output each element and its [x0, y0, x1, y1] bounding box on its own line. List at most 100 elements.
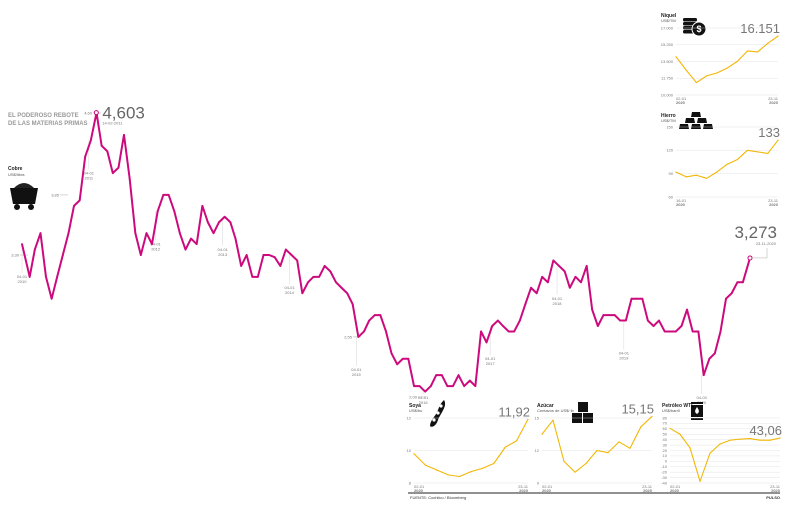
copper-data-point — [50, 297, 53, 300]
copper-data-point — [457, 374, 460, 377]
copper-data-point — [307, 281, 309, 284]
ingot — [697, 118, 707, 123]
date-tick-year: 2020 — [542, 488, 552, 493]
date-tick-year: 2018 — [553, 301, 563, 306]
y-tick-label: 17.000 — [661, 25, 674, 30]
y-tick-label: 60 — [663, 426, 668, 431]
data-point — [618, 441, 620, 443]
copper-data-point — [340, 286, 343, 289]
date-tick-year: 2020 — [670, 488, 680, 493]
copper-data-point — [373, 314, 376, 316]
data-point — [699, 480, 701, 482]
last-value: 15,15 — [621, 401, 654, 416]
copper-data-point — [463, 385, 466, 387]
y-tick-label: 12 — [407, 415, 412, 420]
last-value: 133 — [758, 125, 780, 140]
data-point — [709, 452, 711, 454]
copper-data-point — [674, 330, 677, 333]
sugar-cube — [578, 402, 588, 412]
y-tick-label: 60 — [669, 194, 674, 199]
copper-data-point — [284, 248, 287, 251]
price-line — [675, 35, 779, 84]
data-point — [777, 35, 779, 37]
last-value: 43,06 — [749, 423, 782, 438]
y-tick-label: 90 — [669, 171, 674, 176]
coins-dollar-icon: $ — [683, 18, 707, 37]
y-tick-label: 12 — [535, 448, 540, 453]
copper-data-point — [691, 330, 694, 333]
data-point — [746, 149, 749, 151]
copper-data-point — [312, 275, 315, 278]
y-tick-label: 0 — [665, 459, 668, 464]
copper-data-point — [418, 385, 421, 387]
copper-data-point — [568, 286, 571, 289]
chart-unit: US$/bu — [409, 408, 422, 413]
copper-data-point — [558, 265, 560, 267]
data-point — [675, 56, 677, 58]
copper-data-point — [173, 210, 176, 213]
data-point — [607, 452, 609, 454]
date-tick-label: 23-11 — [770, 484, 781, 489]
soybean-pod-icon — [430, 400, 446, 427]
date-tick-label: 23-11 — [768, 198, 779, 203]
date-tick-year: 2017 — [486, 361, 496, 366]
date-tick-year: 2020 — [643, 488, 653, 493]
data-point — [596, 449, 598, 452]
copper-data-point — [713, 352, 716, 355]
copper-data-point — [329, 270, 332, 273]
data-point — [413, 453, 415, 455]
copper-data-point — [574, 275, 577, 278]
copper-data-point — [513, 330, 516, 333]
y-tick-label: 9 — [537, 480, 540, 485]
copper-data-point — [390, 352, 393, 355]
barrel-rim — [691, 402, 703, 404]
data-point — [685, 176, 687, 178]
copper-data-point — [178, 232, 181, 235]
copper-data-point — [262, 254, 265, 256]
copper-data-point — [21, 243, 23, 245]
copper-price-line — [21, 111, 751, 393]
copper-data-point — [741, 281, 744, 284]
data-point — [757, 151, 759, 153]
data-point — [716, 72, 718, 74]
data-point — [481, 467, 483, 469]
copper-data-point — [635, 297, 638, 300]
copper-data-point — [61, 254, 64, 256]
copper-data-point — [357, 336, 360, 338]
y-tick-label: -20 — [661, 469, 668, 474]
y-tick-label: 10 — [663, 453, 668, 458]
date-tick-year: 2014 — [285, 290, 295, 295]
copper-data-point — [496, 319, 499, 322]
copper-data-point — [73, 204, 75, 207]
copper-data-point — [156, 210, 159, 213]
copper-data-point — [151, 243, 153, 245]
chart-title: Hierro — [661, 113, 676, 119]
peak-date: 14-02-2011 — [102, 121, 123, 126]
y-tick-label: 150 — [666, 124, 673, 129]
copper-data-point — [646, 319, 649, 322]
chart-title: Soya — [409, 403, 421, 409]
date-tick-label: 04-01 — [151, 241, 162, 246]
copper-data-point — [585, 265, 588, 267]
data-point — [574, 471, 576, 473]
copper-data-point — [725, 297, 727, 300]
y-tick-label: 80 — [663, 415, 668, 420]
oil-barrel-icon — [691, 402, 703, 420]
date-tick-label: 04-01 — [284, 285, 295, 290]
y-tick-label: 50 — [663, 432, 668, 437]
title-line-2: DE LAS MATERIAS PRIMAS — [8, 121, 88, 127]
data-point — [685, 69, 687, 71]
copper-data-point — [39, 232, 42, 235]
data-point — [746, 50, 749, 52]
date-tick-year: 2020 — [414, 488, 424, 493]
copper-data-point — [541, 275, 544, 278]
data-point — [424, 464, 426, 466]
copper-data-point — [251, 275, 254, 278]
data-point — [736, 159, 738, 161]
last-marker — [747, 255, 753, 261]
date-tick-year: 2020 — [676, 100, 686, 105]
peak-value: 4,603 — [102, 104, 145, 123]
copper-data-point — [201, 204, 204, 207]
